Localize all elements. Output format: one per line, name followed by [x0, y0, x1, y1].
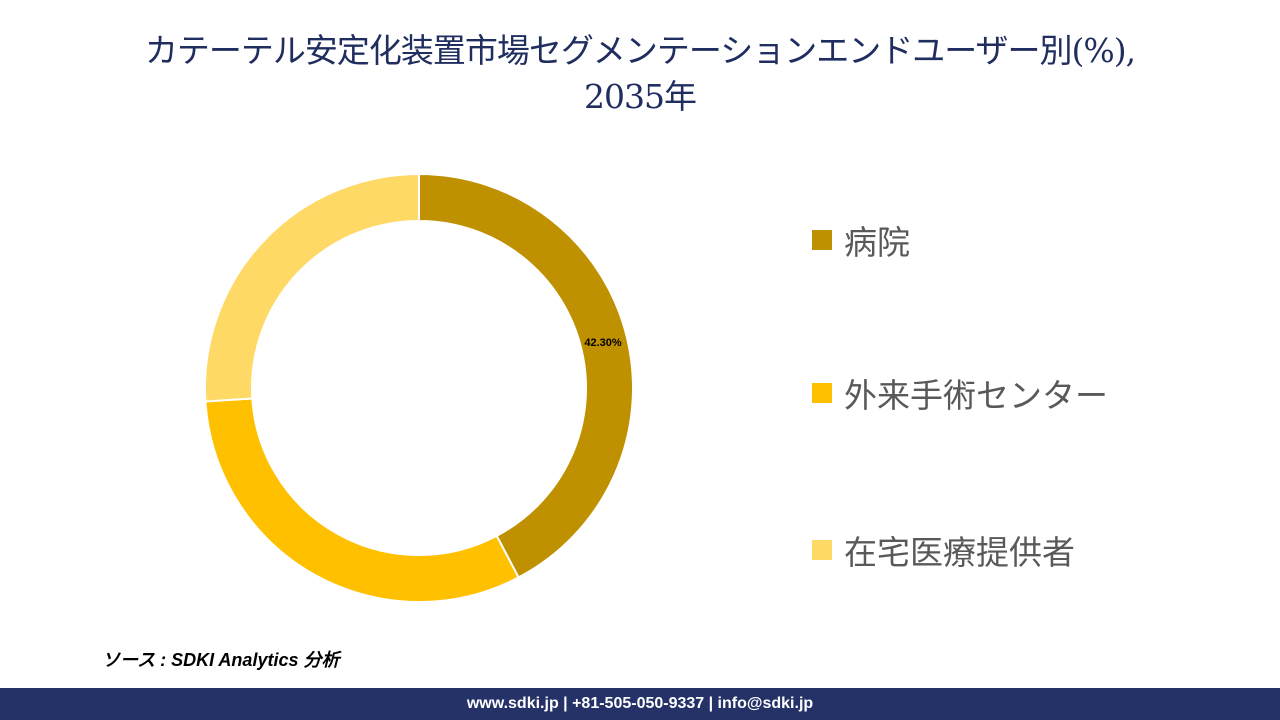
donut-segment-hospital: [418, 172, 634, 579]
legend-label: 在宅医療提供者: [844, 533, 1075, 572]
data-label-hospital: 42.30%: [584, 337, 622, 349]
chart-title-line1: カテーテル安定化装置市場セグメンテーションエンドユーザー別(%),: [144, 31, 1136, 70]
legend-swatch-ambulatory: [812, 383, 832, 403]
legend-swatch-hospital: [812, 230, 832, 250]
donut-chart: 42.30%: [204, 172, 634, 603]
legend-label: 病院: [844, 223, 910, 262]
legend-item-hospital: 病院: [812, 216, 910, 264]
legend-label: 外来手術センター: [844, 376, 1108, 415]
source-note: ソース : SDKI Analytics 分析: [102, 650, 340, 670]
legend-item-ambulatory: 外来手術センター: [812, 369, 1108, 417]
donut-segment-ambulatory: [204, 397, 520, 603]
footer-contact-bar: www.sdki.jp | +81-505-050-9337 | info@sd…: [0, 688, 1280, 720]
legend-item-home-care: 在宅医療提供者: [812, 526, 1075, 574]
chart-title-line2: 2035年: [584, 77, 697, 116]
donut-segment-home-care: [204, 172, 420, 403]
legend-swatch-home-care: [812, 540, 832, 560]
chart-title: カテーテル安定化装置市場セグメンテーションエンドユーザー別(%), 2035年: [0, 28, 1280, 120]
